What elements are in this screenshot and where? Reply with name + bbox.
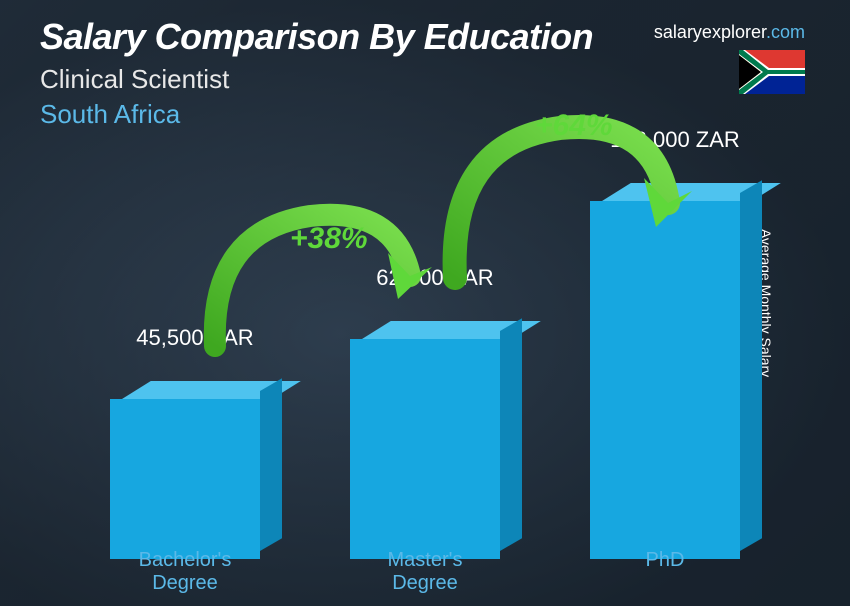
bar-value-label: 62,700 ZAR <box>335 265 535 291</box>
bar-category-label: Bachelor'sDegree <box>85 549 285 595</box>
increase-pct-label: +38% <box>290 222 368 256</box>
south-africa-flag-icon <box>739 50 805 94</box>
bar-category-label: PhD <box>565 549 765 572</box>
bar-chart: 45,500 ZAR Bachelor'sDegree 62,700 ZAR M… <box>100 141 780 541</box>
brand-label: salaryexplorer.com <box>654 22 805 43</box>
bar-value-label: 45,500 ZAR <box>95 325 295 351</box>
bar-category-label: Master'sDegree <box>325 549 525 595</box>
chart-subtitle: Clinical Scientist <box>40 64 810 95</box>
chart-country: South Africa <box>40 99 810 130</box>
increase-pct-label: +64% <box>535 109 613 143</box>
